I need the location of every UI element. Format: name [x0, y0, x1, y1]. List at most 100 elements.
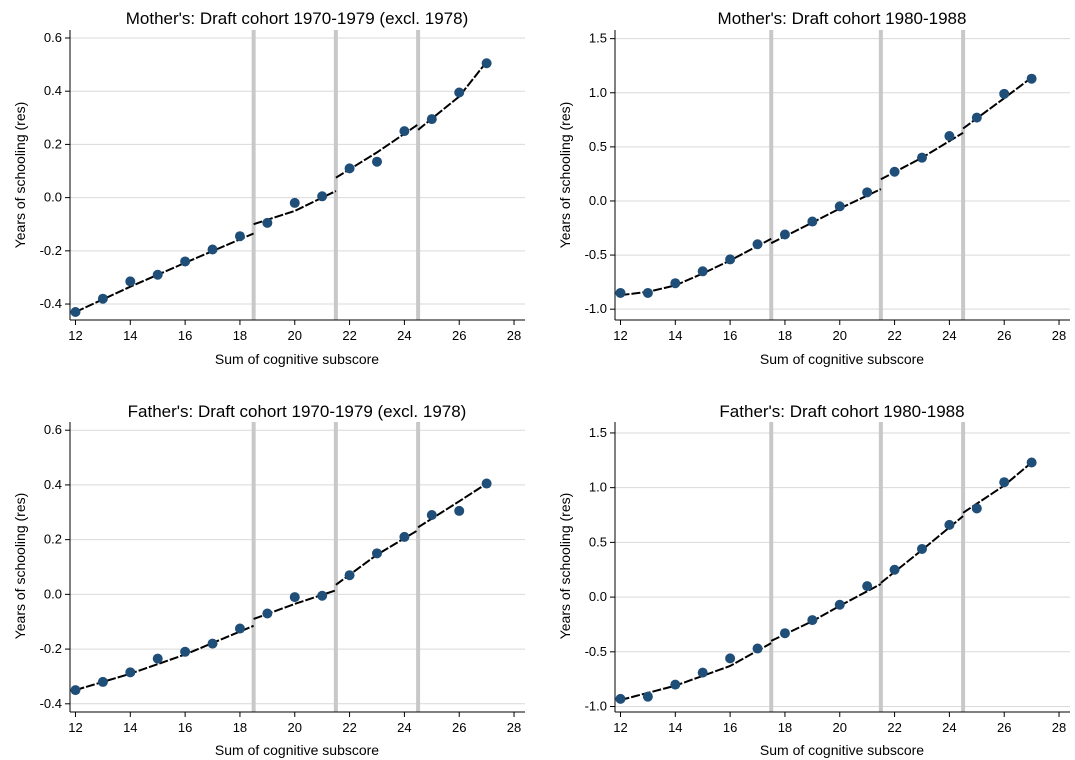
data-point [779, 628, 790, 639]
data-point [344, 163, 355, 174]
x-tick-label: 22 [887, 328, 901, 343]
data-point [807, 216, 818, 227]
x-tick-label: 26 [452, 328, 466, 343]
data-point [97, 676, 108, 687]
panel-mother-1970-1979: Mother's: Draft cohort 1970-1979 (excl. … [12, 9, 525, 367]
panel-title: Father's: Draft cohort 1980-1988 [719, 402, 964, 421]
data-point [916, 543, 927, 554]
y-tick-label: 1.0 [589, 85, 607, 100]
x-tick-label: 28 [507, 328, 521, 343]
y-tick-label: 0.6 [44, 30, 62, 45]
data-point [971, 112, 982, 123]
data-point [399, 531, 410, 542]
y-axis-label: Years of schooling (res) [557, 102, 573, 249]
x-tick-label: 26 [997, 328, 1011, 343]
data-point [70, 685, 81, 696]
data-point [344, 570, 355, 581]
x-tick-label: 16 [178, 328, 192, 343]
x-tick-label: 20 [288, 328, 302, 343]
data-point [615, 693, 626, 704]
data-point [289, 592, 300, 603]
x-tick-label: 18 [233, 328, 247, 343]
x-axis-label: Sum of cognitive subscore [215, 742, 379, 758]
y-axis-label: Years of schooling (res) [12, 493, 28, 640]
data-point [399, 126, 410, 137]
y-tick-label: 0.4 [44, 83, 62, 98]
x-tick-label: 24 [942, 328, 956, 343]
x-tick-label: 24 [397, 328, 411, 343]
data-point [615, 287, 626, 298]
data-point [481, 58, 492, 69]
x-tick-label: 12 [613, 328, 627, 343]
data-point [426, 114, 437, 125]
x-tick-label: 14 [123, 720, 137, 735]
y-tick-label: 0.4 [44, 477, 62, 492]
data-point [807, 615, 818, 626]
panel-father-1970-1979: Father's: Draft cohort 1970-1979 (excl. … [12, 402, 525, 758]
x-tick-label: 16 [723, 720, 737, 735]
data-point [916, 152, 927, 163]
data-point [1026, 73, 1037, 84]
fit-line [417, 482, 488, 529]
data-point [971, 503, 982, 514]
fit-line [620, 237, 772, 297]
data-point [999, 88, 1010, 99]
data-point [262, 217, 273, 228]
data-point [125, 276, 136, 287]
data-point [725, 653, 736, 664]
x-tick-label: 28 [1052, 720, 1066, 735]
data-point [371, 156, 382, 167]
x-tick-label: 28 [507, 720, 521, 735]
y-tick-label: 1.5 [589, 425, 607, 440]
x-tick-label: 12 [613, 720, 627, 735]
x-tick-label: 14 [668, 328, 682, 343]
data-point [454, 505, 465, 516]
y-tick-label: 0.2 [44, 136, 62, 151]
data-point [180, 646, 191, 657]
data-point [779, 229, 790, 240]
data-point [999, 477, 1010, 488]
data-point [697, 266, 708, 277]
panel-title: Mother's: Draft cohort 1980-1988 [718, 9, 967, 28]
data-point [97, 293, 108, 304]
x-tick-label: 22 [887, 720, 901, 735]
data-point [862, 187, 873, 198]
y-tick-label: 0.5 [589, 534, 607, 549]
y-tick-label: -0.5 [585, 644, 607, 659]
x-axis-label: Sum of cognitive subscore [760, 351, 924, 367]
data-point [642, 691, 653, 702]
data-point [454, 87, 465, 98]
data-point [317, 590, 328, 601]
panel-title: Mother's: Draft cohort 1970-1979 (excl. … [126, 9, 468, 28]
data-point [234, 231, 245, 242]
data-point [207, 244, 218, 255]
data-point [862, 581, 873, 592]
data-point [234, 623, 245, 634]
x-tick-label: 20 [833, 328, 847, 343]
x-tick-label: 12 [68, 720, 82, 735]
y-axis-label: Years of schooling (res) [12, 102, 28, 249]
y-tick-label: -0.4 [40, 696, 62, 711]
data-point [426, 510, 437, 521]
data-point [889, 166, 900, 177]
y-tick-label: 1.0 [589, 480, 607, 495]
x-tick-label: 24 [397, 720, 411, 735]
data-point [670, 679, 681, 690]
y-tick-label: -0.2 [40, 641, 62, 656]
panel-mother-1980-1988: Mother's: Draft cohort 1980-1988 Sum of … [557, 9, 1070, 367]
y-tick-label: -1.0 [585, 301, 607, 316]
y-tick-label: 0.0 [44, 190, 62, 205]
data-point [371, 548, 382, 559]
y-tick-label: 0.0 [589, 589, 607, 604]
y-tick-label: 1.5 [589, 31, 607, 46]
data-point [481, 478, 492, 489]
fit-line [770, 583, 882, 642]
x-tick-label: 16 [723, 328, 737, 343]
y-tick-label: 0.2 [44, 532, 62, 547]
x-tick-label: 24 [942, 720, 956, 735]
y-tick-label: 0.0 [589, 193, 607, 208]
data-point [642, 287, 653, 298]
data-point [152, 653, 163, 664]
data-point [752, 239, 763, 250]
x-tick-label: 22 [342, 328, 356, 343]
